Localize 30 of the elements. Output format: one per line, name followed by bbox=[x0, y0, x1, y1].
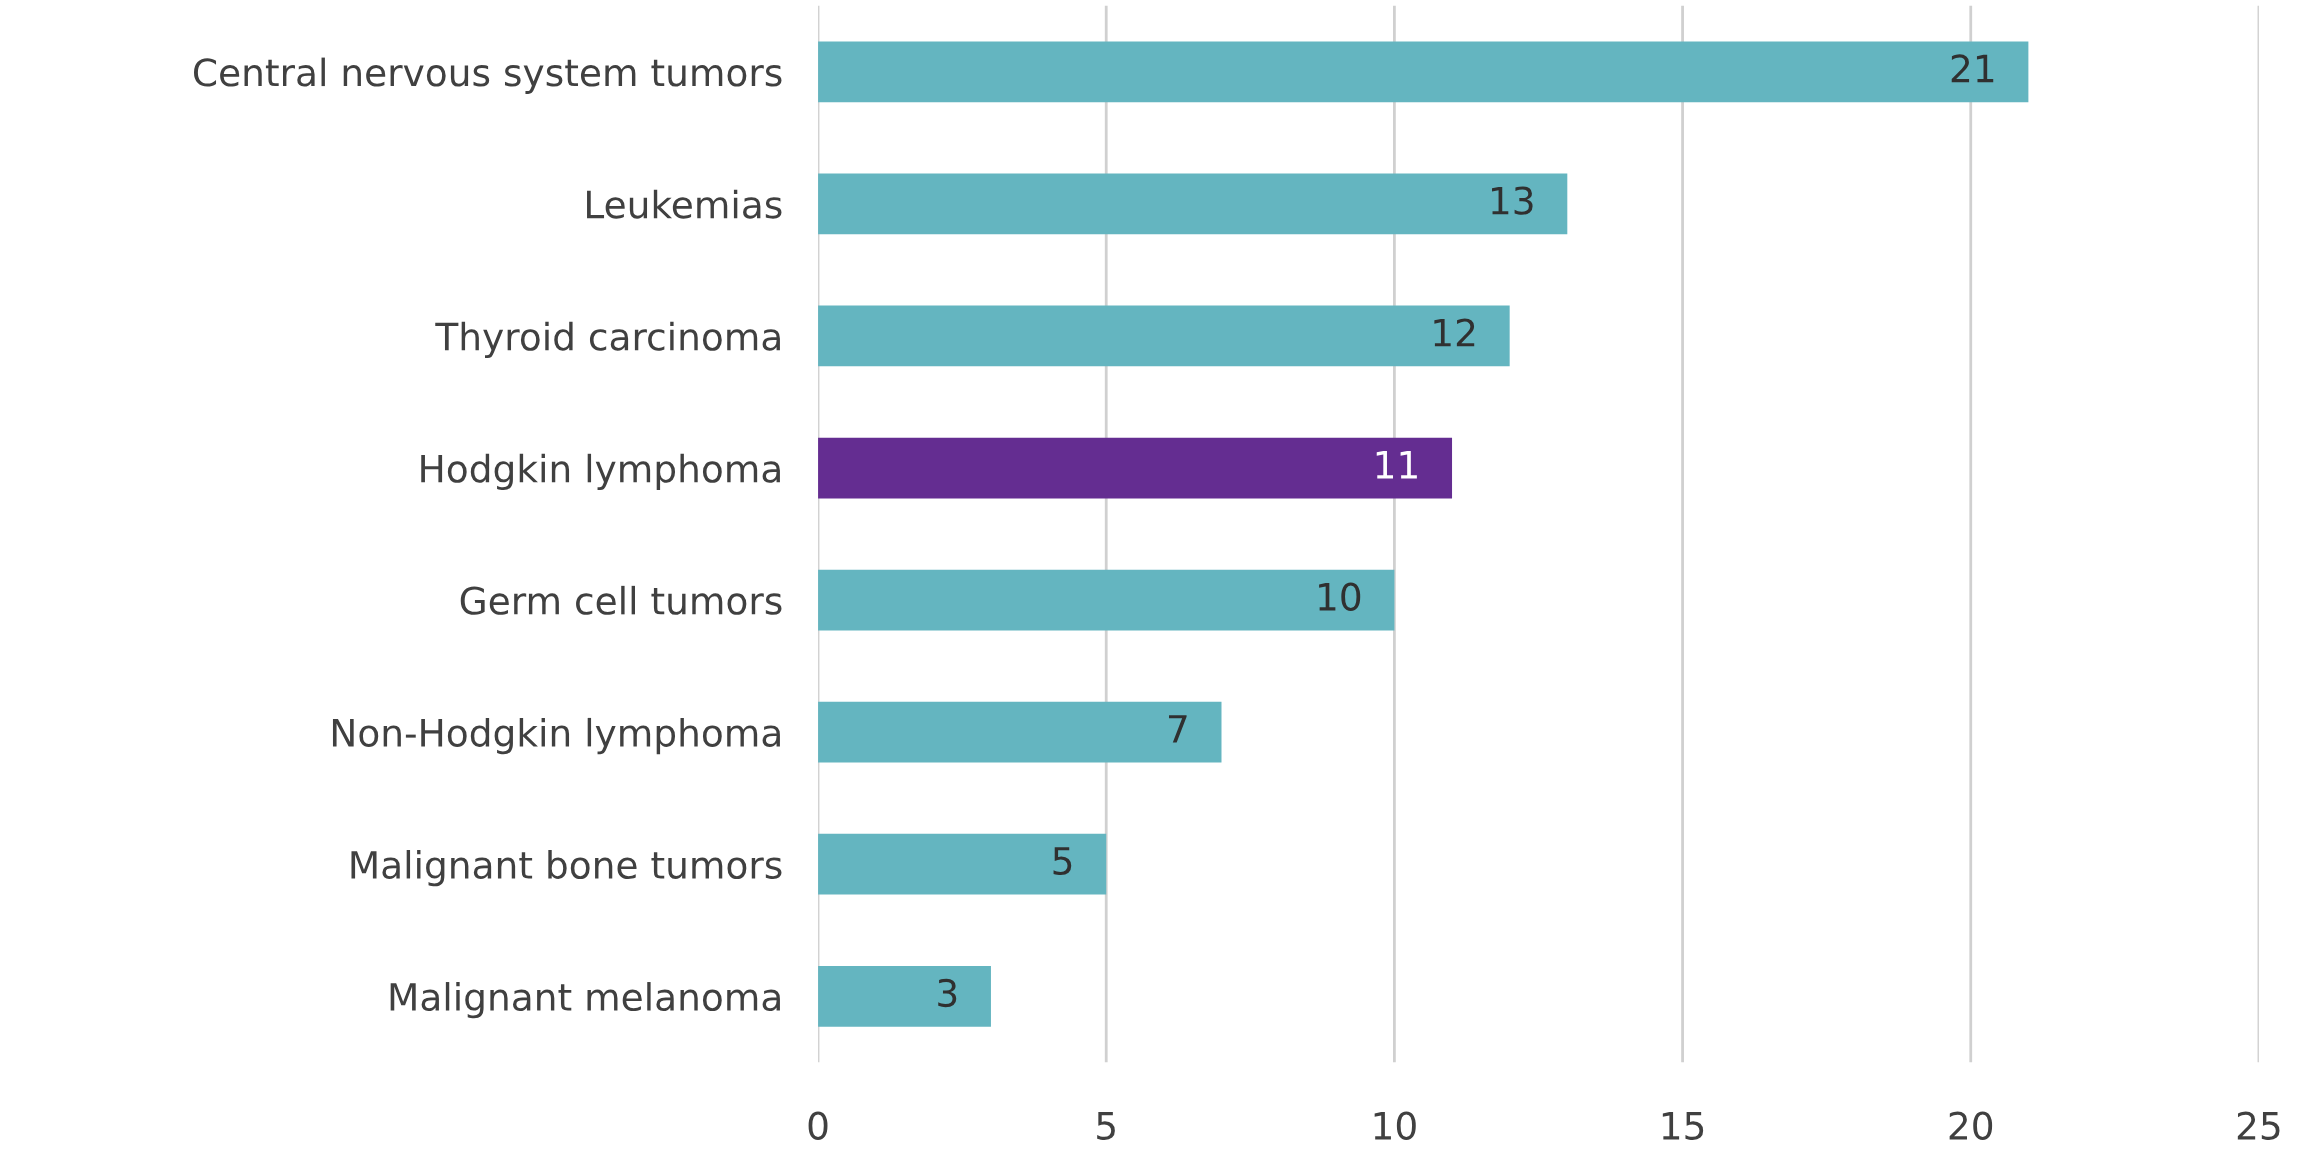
bar bbox=[818, 833, 1107, 895]
y-tick-label: Malignant bone tumors bbox=[351, 849, 782, 887]
data-label: 13 bbox=[1492, 186, 1533, 215]
x-tick-label: 25 bbox=[2237, 1111, 2280, 1140]
y-tick-label: Hodgkin lymphoma bbox=[421, 453, 780, 491]
y-tick-label: Germ cell tumors bbox=[460, 585, 782, 615]
bar bbox=[818, 41, 2029, 103]
y-tick-label: Thyroid carcinoma bbox=[435, 321, 780, 359]
data-label: 11 bbox=[1376, 451, 1417, 479]
y-tick-label: Leukemias bbox=[587, 189, 782, 219]
x-tick-label: 0 bbox=[808, 1111, 828, 1140]
data-label: 12 bbox=[1434, 318, 1475, 347]
data-label: 10 bbox=[1319, 582, 1361, 611]
y-tick-label: Non-Hodgkin lymphoma bbox=[332, 717, 780, 755]
bar bbox=[818, 173, 1568, 235]
bar bbox=[818, 305, 1510, 367]
bar bbox=[818, 569, 1395, 631]
data-label: 5 bbox=[1053, 847, 1072, 876]
x-tick-label: 10 bbox=[1374, 1111, 1416, 1140]
data-label: 21 bbox=[1951, 54, 1994, 83]
x-tick-label: 5 bbox=[1097, 1112, 1115, 1140]
data-label: 3 bbox=[938, 978, 957, 1008]
x-tick-label: 15 bbox=[1662, 1112, 1704, 1140]
bar bbox=[818, 437, 1453, 499]
data-label: 7 bbox=[1169, 715, 1187, 743]
bar bbox=[818, 965, 991, 1027]
y-tick-label: Malignant melanoma bbox=[390, 982, 780, 1019]
y-tick-label: Central nervous system tumors bbox=[193, 57, 782, 94]
bar bbox=[818, 701, 1222, 763]
x-tick-label: 20 bbox=[1949, 1111, 1993, 1140]
